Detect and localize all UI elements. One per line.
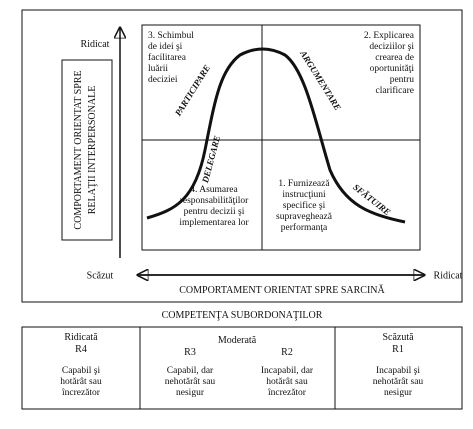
level-code: R1: [392, 344, 404, 355]
level-text: hotărât sau: [266, 377, 308, 387]
quadrant-text: specifice şi: [283, 200, 326, 211]
level-text: nesigur: [176, 388, 205, 398]
x-title: COMPORTAMENT ORIENTAT SPRE SARCINĂ: [179, 284, 385, 296]
table-frame: [21, 326, 463, 410]
table-title: COMPETENŢA SUBORDONAŢILOR: [162, 310, 323, 321]
level-text: Capabil şi: [62, 366, 101, 376]
level-text: nesigur: [384, 388, 413, 398]
level-text: Incapabil, dar: [261, 366, 314, 376]
quadrant-text: instrucţiuni: [282, 190, 326, 200]
quadrant-text: performanţa: [281, 222, 328, 233]
quadrant-text: 2. Explicarea: [364, 31, 415, 41]
group-label: Scăzută: [382, 332, 414, 343]
quadrant-text: 3. Schimbul: [148, 31, 194, 41]
level-code: R2: [281, 347, 293, 358]
quadrant-text: pentru decizii şi: [184, 207, 245, 217]
y-high: Ridicat: [81, 39, 110, 50]
curve-label: PARTICIPARE: [173, 63, 212, 118]
quadrant-text: implementarea lor: [179, 218, 249, 228]
quadrant-text: clarificare: [376, 85, 415, 96]
level-text: încrezător: [61, 388, 101, 398]
quadrant-text: responsabilităţilor: [180, 196, 249, 206]
quadrant-text: 1. Furnizează: [278, 179, 330, 189]
quadrant-text: oportunităţi: [370, 64, 415, 74]
group-label: Ridicată: [64, 332, 98, 343]
level-code: R3: [184, 347, 196, 358]
level-text: nehotărât sau: [165, 377, 216, 387]
quadrant-text: luării: [148, 64, 168, 74]
y-low: Scăzut: [87, 270, 114, 281]
leadership-curve: [146, 47, 406, 224]
quadrant-text: de idei şi: [148, 42, 183, 52]
quadrant-text: pentru: [390, 75, 415, 85]
level-text: Capabil, dar: [167, 366, 214, 376]
x-high: Ridicat: [434, 270, 463, 281]
grid-box: [141, 24, 421, 251]
quadrant-text: 4. Asumarea: [190, 185, 238, 195]
y-title: RELAŢII INTERPERSONALE: [87, 86, 98, 215]
quadrant-text: deciziei: [148, 75, 178, 85]
quadrant-text: supraveghează: [276, 212, 333, 222]
y-title: COMPORTAMENT ORIENTAT SPRE: [73, 70, 84, 229]
group-label: Moderată: [218, 335, 257, 346]
quadrant-text: deciziilor şi: [369, 42, 414, 52]
level-code: R4: [75, 344, 87, 355]
level-text: nehotărât sau: [373, 377, 424, 387]
level-text: hotărât sau: [60, 377, 102, 387]
outer-frame: [21, 9, 463, 303]
level-text: încrezător: [267, 388, 307, 398]
y-title-box: [61, 59, 113, 241]
quadrant-text: facilitarea: [148, 52, 187, 63]
quadrant-text: crearea de: [375, 53, 414, 63]
level-text: Incapabil şi: [376, 366, 420, 376]
curve-label: ARGUMENTARE: [298, 48, 343, 112]
